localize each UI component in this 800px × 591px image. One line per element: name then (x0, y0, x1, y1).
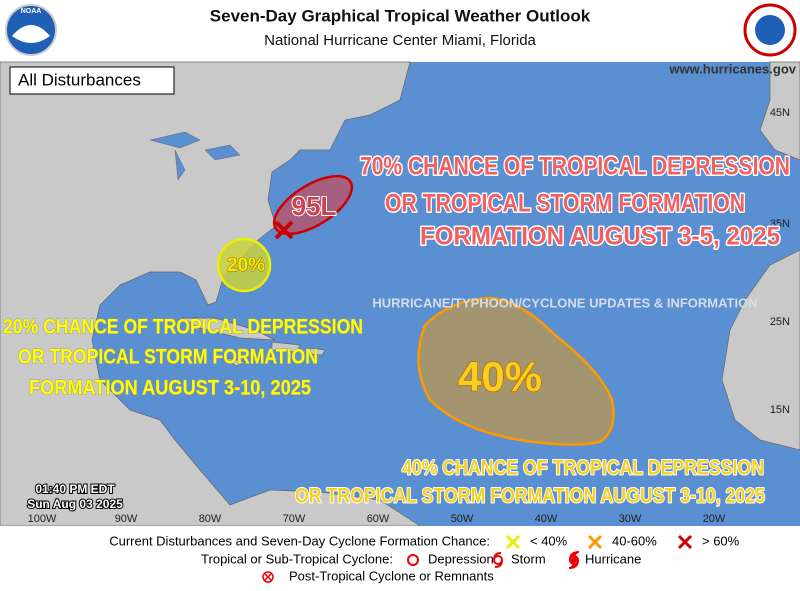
icon-medium (587, 534, 603, 550)
lat-label: 15N (770, 404, 790, 416)
noaa-logo-bird (12, 25, 50, 43)
timestamp: Sun Aug 03 2025 (27, 497, 123, 511)
legend-item: Depression (428, 551, 494, 566)
area-medium (417, 296, 615, 446)
website: www.hurricanes.gov (668, 61, 796, 76)
legend-bg (0, 526, 800, 591)
icon-post-tropical (262, 571, 274, 583)
icon-hurricane (568, 551, 580, 569)
lon-label: 50W (451, 513, 474, 525)
lon-label: 100W (28, 513, 57, 525)
note-line: 20% CHANCE OF TROPICAL DEPRESSION (3, 316, 363, 339)
lat-label: 45N (770, 107, 790, 119)
note-line: 70% CHANCE OF TROPICAL DEPRESSION (360, 153, 790, 181)
area-high (272, 174, 354, 236)
legend-item: < 40% (530, 533, 568, 548)
legend-item: 40-60% (612, 533, 657, 548)
note-line: 40% CHANCE OF TROPICAL DEPRESSION (402, 457, 764, 480)
note-line: FORMATION AUGUST 3-10, 2025 (29, 377, 311, 400)
land-americas (0, 61, 422, 527)
land-islands (180, 317, 326, 367)
legend-item: Storm (511, 551, 546, 566)
lon-label: 30W (619, 513, 642, 525)
subtitle: National Hurricane Center Miami, Florida (264, 32, 536, 49)
lat-label: 35N (770, 218, 790, 230)
note-line: OR TROPICAL STORM FORMATION (385, 190, 745, 218)
legend: Current Disturbances and Seven-Day Cyclo… (0, 526, 800, 591)
panel-label-box (9, 66, 175, 95)
lon-label: 80W (199, 513, 222, 525)
land-europe-africa (721, 61, 800, 451)
legend-title: Current Disturbances and Seven-Day Cyclo… (109, 533, 490, 548)
icon-storm (493, 552, 504, 568)
legend-title: Tropical or Sub-Tropical Cyclone: (201, 551, 393, 566)
area-label: 40% (458, 353, 542, 400)
legend-item: > 60% (702, 533, 740, 548)
lat-label: 25N (770, 316, 790, 328)
icon-post-tropical-x (264, 573, 272, 581)
nws-logo-inner (755, 15, 785, 45)
area-label: 95L (292, 191, 337, 221)
noaa-logo-text: NOAA (21, 8, 42, 15)
note-line: FORMATION AUGUST 3-5, 2025 (420, 223, 780, 251)
legend-item: Hurricane (585, 551, 641, 566)
icon-high (677, 534, 693, 550)
lon-label: 20W (703, 513, 726, 525)
info-banner: HURRICANE/TYPHOON/CYCLONE UPDATES & INFO… (372, 295, 757, 310)
panel-label: All Disturbances (18, 70, 141, 89)
lon-label: 90W (115, 513, 138, 525)
header-bg (0, 0, 800, 62)
lon-label: 70W (283, 513, 306, 525)
lon-label: 60W (367, 513, 390, 525)
disturbance-x (274, 220, 294, 240)
note-line: OR TROPICAL STORM FORMATION (18, 346, 318, 369)
great-lakes (149, 131, 241, 181)
icon-depression (407, 554, 419, 566)
title: Seven-Day Graphical Tropical Weather Out… (210, 6, 591, 25)
note-line: OR TROPICAL STORM FORMATION AUGUST 3-10,… (295, 485, 765, 508)
area-low (216, 237, 272, 293)
map: All Disturbances www.hurricanes.gov 45N … (0, 61, 800, 527)
timestamp: 01:40 PM EDT (35, 482, 115, 496)
legend-item: Post-Tropical Cyclone or Remnants (289, 568, 494, 583)
icon-low (505, 534, 521, 550)
area-label: 20% (227, 255, 265, 276)
lon-label: 40W (535, 513, 558, 525)
